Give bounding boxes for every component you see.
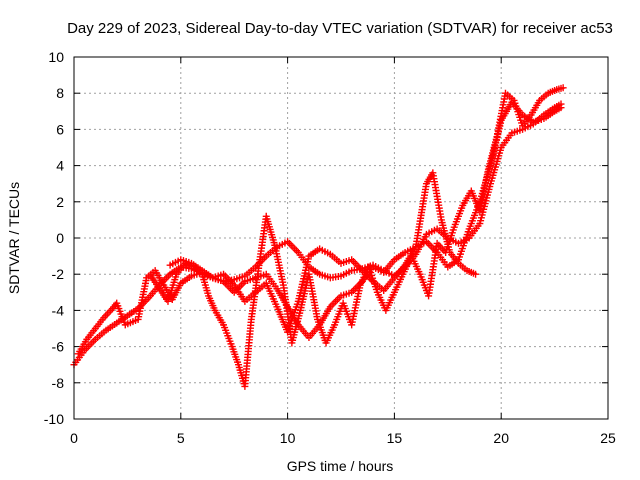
y-tick-label: 6: [56, 121, 64, 137]
x-axis-label: GPS time / hours: [287, 458, 394, 474]
x-tick-label: 0: [70, 430, 78, 446]
series-track-c: [147, 84, 567, 390]
data-point: [472, 270, 480, 278]
plot-frame: [73, 56, 609, 420]
x-tick-label: 20: [493, 430, 509, 446]
data-marks: [70, 84, 567, 390]
y-tick-label: 10: [48, 49, 64, 65]
grid-lines: [74, 57, 608, 419]
y-tick-label: -10: [44, 411, 64, 427]
y-tick-label: -2: [52, 266, 65, 282]
x-tick-label: 10: [280, 430, 296, 446]
x-tick-label: 5: [177, 430, 185, 446]
y-tick-label: -4: [52, 302, 65, 318]
y-tick-label: 4: [56, 158, 64, 174]
x-tick-label: 15: [387, 430, 403, 446]
x-tick-label: 25: [600, 430, 616, 446]
data-point: [559, 84, 567, 92]
series-track-d: [166, 169, 480, 336]
chart-title: Day 229 of 2023, Sidereal Day-to-day VTE…: [67, 20, 613, 37]
y-tick-label: 0: [56, 230, 64, 246]
axis-ticks: 0 5 10 15 20 25 -10 -8 -6 -4 -2 0 2 4 6 8 10: [44, 49, 616, 446]
y-tick-label: -8: [52, 375, 65, 391]
y-tick-label: 2: [56, 194, 64, 210]
series-track-b: [74, 98, 565, 358]
y-axis-label: SDTVAR / TECUs: [6, 182, 22, 294]
data-point: [557, 104, 565, 112]
y-tick-label: 8: [56, 85, 64, 101]
y-tick-label: -6: [52, 339, 65, 355]
